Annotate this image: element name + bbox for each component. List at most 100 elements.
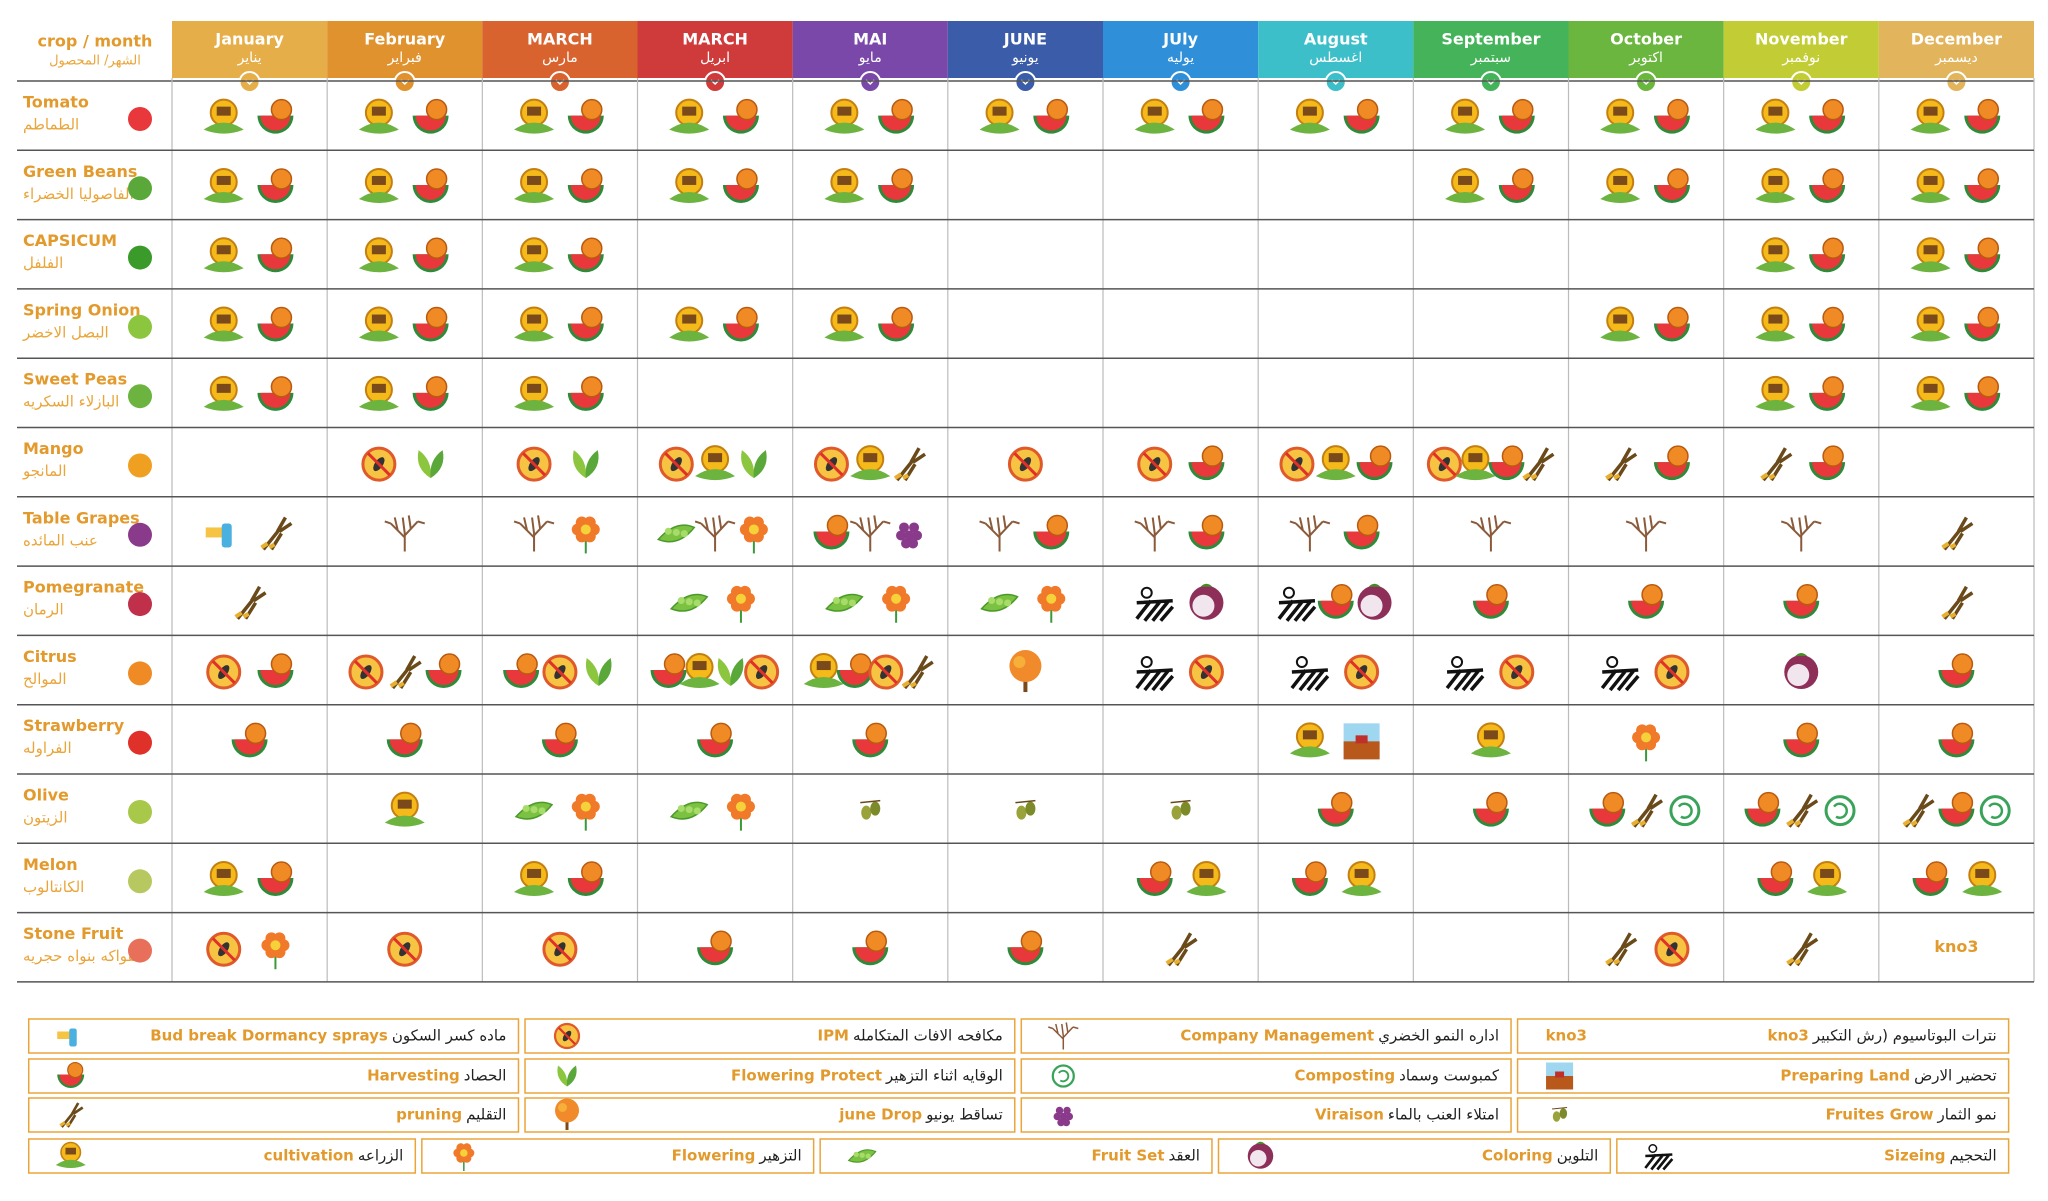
icon-part [371, 383, 386, 393]
crop-ar: الفلفل [23, 254, 63, 272]
activity-icon [1037, 585, 1066, 623]
icon-part [1552, 1111, 1561, 1122]
icon-part [234, 611, 250, 619]
legend-en: cultivation [264, 1147, 354, 1165]
activity-icon [412, 237, 449, 273]
icon-part [1780, 515, 1822, 552]
icon-part [358, 330, 399, 342]
activity-icon [358, 167, 399, 203]
icon-part [992, 106, 1007, 116]
activity-icon [860, 799, 881, 820]
activity-icon [695, 445, 736, 481]
month-dot [1635, 71, 1658, 93]
crop-image [128, 730, 152, 755]
icon-part [371, 175, 386, 185]
activity-icon [1015, 799, 1036, 820]
icon-part [664, 527, 672, 535]
icon-part [891, 593, 902, 604]
icon-part [861, 805, 872, 820]
activity-icon [1315, 445, 1356, 481]
crop-en: Citrus [23, 647, 77, 666]
icon-part [1305, 861, 1327, 883]
icon-part [912, 530, 923, 541]
legend-box [27, 1018, 520, 1054]
icon-part [1468, 453, 1483, 463]
icon-part [860, 799, 881, 804]
activity-icon [658, 446, 694, 482]
activity-icon [1033, 98, 1070, 134]
icon-part [1962, 884, 2003, 896]
activity-icon [358, 237, 399, 273]
activity-icon [1755, 375, 1796, 411]
icon-part [1820, 868, 1835, 878]
icon-part [1555, 1071, 1565, 1078]
crop-en: Stone Fruit [23, 924, 124, 943]
activity-icon [1170, 799, 1191, 820]
icon-part [677, 597, 685, 605]
icon-part [1289, 122, 1330, 134]
icon-part [1341, 884, 1382, 896]
icon-part [1522, 472, 1538, 480]
icon-part [1755, 122, 1796, 134]
crop-ar: عنب المائده [23, 531, 98, 549]
icon-part [425, 306, 448, 329]
activity-icon [567, 98, 604, 134]
icon-part [1331, 791, 1353, 814]
icon-part [988, 597, 996, 605]
crop-ar: الفاصوليا الخضراء [23, 185, 134, 203]
activity-icon [567, 306, 604, 342]
icon-part [1062, 1118, 1071, 1127]
icon-part [1941, 611, 1957, 619]
icon-part [863, 453, 878, 463]
icon-part [581, 168, 603, 190]
month-dot [393, 71, 416, 93]
crop-image [128, 522, 152, 547]
icon-part [1770, 861, 1793, 883]
icon-part [909, 522, 920, 533]
activity-icon [203, 167, 244, 203]
icon-part [893, 472, 910, 480]
activity-icon [1277, 586, 1317, 622]
icon-part [1923, 314, 1938, 324]
icon-part [1546, 1076, 1574, 1090]
crop-ar: الكانتالوب [23, 878, 84, 896]
crop-ar: الرمان [23, 601, 64, 619]
month-header [792, 21, 948, 78]
activity-icon [852, 930, 889, 966]
activity-icon [567, 168, 604, 203]
activity-icon [514, 860, 555, 896]
icon-part [736, 306, 758, 329]
activity-icon [571, 516, 600, 554]
icon-part [1328, 453, 1343, 463]
crop-ar: البازلاء السكريه [23, 393, 119, 411]
icon-part [425, 168, 448, 190]
activity-icon [257, 376, 294, 411]
icon-part [826, 514, 849, 537]
activity-icon [231, 722, 268, 758]
icon-part [1315, 469, 1356, 481]
legend-box [1516, 1058, 2010, 1094]
month-en: December [1911, 30, 2002, 49]
activity-icon [1009, 650, 1042, 693]
activity-icon [878, 306, 915, 342]
legend-en: Bud break Dormancy sprays [150, 1027, 388, 1045]
legend-ar: الزراعه [358, 1147, 403, 1165]
activity-icon [206, 931, 242, 967]
activity-icon [1289, 98, 1330, 134]
month-ar: اكتوبر [1628, 50, 1663, 66]
legend-box [524, 1018, 1016, 1054]
icon-part [270, 376, 293, 398]
icon-part [1331, 584, 1353, 606]
icon-part [1902, 818, 1918, 827]
icon-part [677, 804, 685, 812]
activity-icon [1600, 167, 1641, 203]
icon-part [1295, 656, 1308, 669]
activity-icon [1552, 1106, 1568, 1122]
legend-en: IPM [817, 1027, 849, 1045]
activity-icon [557, 1065, 577, 1087]
icon-part [1667, 168, 1689, 190]
icon-part [1910, 261, 1951, 273]
icon-part [717, 658, 731, 687]
activity-icon [803, 653, 844, 689]
